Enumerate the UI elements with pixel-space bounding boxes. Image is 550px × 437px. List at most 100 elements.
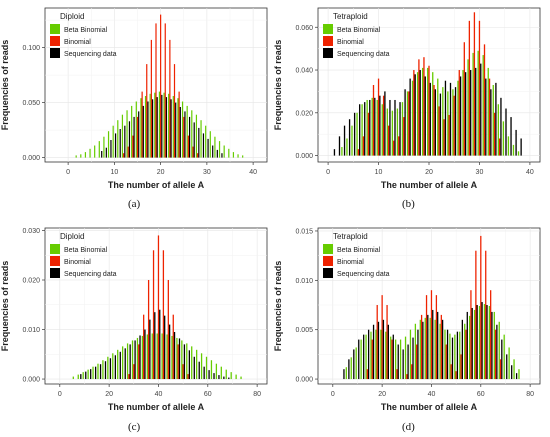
bar-beta [107,131,110,158]
bar-sequencing [475,67,477,156]
bar-beta [225,369,227,380]
bar-beta [232,152,235,158]
bar-sequencing [223,376,225,380]
legend-key-sequencing [323,268,333,278]
bar-beta [350,357,352,380]
bar-sequencing [515,373,518,380]
bar-sequencing [495,82,497,156]
bar-sequencing [193,356,195,380]
bar-binomial [162,250,165,380]
bar-beta [386,108,388,156]
bar-sequencing [402,349,404,380]
bar-sequencing [175,102,177,158]
bar-binomial [425,295,428,380]
bar-sequencing [208,370,210,380]
bar-binomial [435,295,438,380]
bar-beta [376,99,378,156]
bar-beta [218,141,221,158]
bar-beta [163,92,165,158]
bar-beta [103,136,105,158]
bar-sequencing [164,315,166,380]
bar-sequencing [343,125,346,156]
bar-sequencing [501,339,503,380]
bar-beta [464,323,466,380]
legend-label-sequencing: Sequencing data [64,51,117,58]
bar-sequencing [496,324,498,380]
bar-sequencing [412,337,414,380]
bar-binomial [406,374,408,380]
x-tick-label: 20 [157,169,165,176]
bar-binomial [187,135,189,158]
bar-sequencing [80,374,82,380]
bar-beta [487,67,489,156]
x-tick-label: 40 [526,169,534,176]
bar-sequencing [454,87,457,156]
bar-beta [457,80,459,156]
bar-beta [365,334,367,380]
x-axis-title: The number of allele A [381,402,478,412]
bar-sequencing [511,365,513,380]
bar-beta [360,339,362,380]
bar-beta [444,329,446,380]
bar-binomial [155,23,157,158]
x-tick-label: 0 [326,169,330,176]
bar-beta [205,125,207,158]
legend-key-sequencing [323,48,333,58]
bar-sequencing [184,111,186,158]
bar-sequencing [392,334,394,380]
bar-sequencing [444,80,447,156]
bar-beta [370,331,372,380]
x-tick-label: 60 [477,391,485,398]
chart-panel-c: 0 20 40 60 80 0.000 0.010 0.020 0.030 The number … [0,227,268,412]
bar-binomial [418,59,420,156]
bar-sequencing [387,324,389,380]
bar-beta [136,337,139,380]
bar-sequencing [515,129,517,156]
bar-beta [87,369,89,380]
legend-b: Tetraploid Beta Binomial Binomial Sequencin… [323,12,390,58]
y-axis-title: Frequencies of reads [0,40,10,131]
bar-sequencing [202,133,205,158]
bar-sequencing [441,319,444,380]
bar-binomial [465,329,467,380]
bar-beta [140,98,142,158]
bar-binomial [423,57,425,156]
bar-beta [497,104,499,156]
bar-beta [391,110,394,156]
bar-beta [424,317,426,380]
bar-binomial [182,364,184,380]
bar-sequencing [338,136,341,156]
bar-sequencing [434,89,437,156]
caption-b: (b) [402,198,415,210]
bar-sequencing [363,334,365,380]
bar-binomial [367,112,370,156]
bar-beta [209,131,211,158]
bar-beta [380,329,382,380]
bar-beta [356,112,358,156]
bar-beta [355,347,357,380]
bar-sequencing [193,122,195,158]
legend-key-binomial [50,36,60,46]
bar-binomial [150,39,152,158]
bar-binomial [157,235,160,380]
bar-binomial [473,12,476,156]
bar-binomial [197,153,199,158]
x-tick-label: 20 [105,391,113,398]
bar-sequencing [481,302,483,380]
bar-binomial [403,117,405,156]
chart-panel-d: 0 20 40 60 80 0.000 0.005 0.010 0.015 The number … [273,227,541,412]
bar-beta [144,96,147,158]
bar-sequencing [138,111,140,158]
bar-binomial [128,374,130,380]
x-tick-label: 40 [249,169,257,176]
bar-sequencing [198,127,200,158]
bar-sequencing [94,366,97,380]
bar-sequencing [333,149,336,156]
bar-sequencing [437,311,439,380]
bar-binomial [448,114,450,156]
bar-beta [131,105,133,158]
bar-beta [345,367,347,380]
bar-beta [385,331,387,380]
bar-binomial [411,364,413,380]
bar-beta [186,343,188,380]
